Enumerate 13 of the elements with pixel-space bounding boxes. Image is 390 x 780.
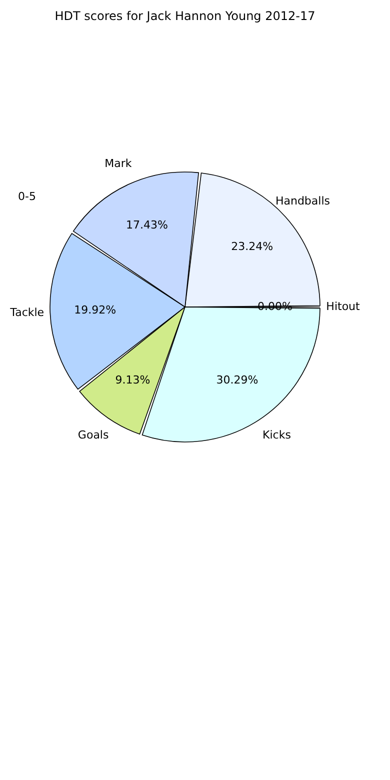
slice-label: Mark <box>104 156 132 170</box>
data-label: 30.29% <box>216 373 258 386</box>
slice-label: Tackle <box>9 306 44 320</box>
text: 0-5 <box>18 190 36 203</box>
data-label: 17.43% <box>126 218 168 232</box>
data-label: 9.13% <box>115 373 150 386</box>
slice-label: Goals <box>78 428 109 442</box>
category-label: Hitout <box>326 300 360 313</box>
slice-label: Kicks <box>262 428 292 442</box>
slice-label: Handballs <box>275 194 330 208</box>
chart-title: HDT scores for Jack Hannon Young 2012-17 <box>54 9 316 23</box>
data-label: 23.24% <box>231 240 274 253</box>
data-label: 19.92% <box>74 304 116 317</box>
